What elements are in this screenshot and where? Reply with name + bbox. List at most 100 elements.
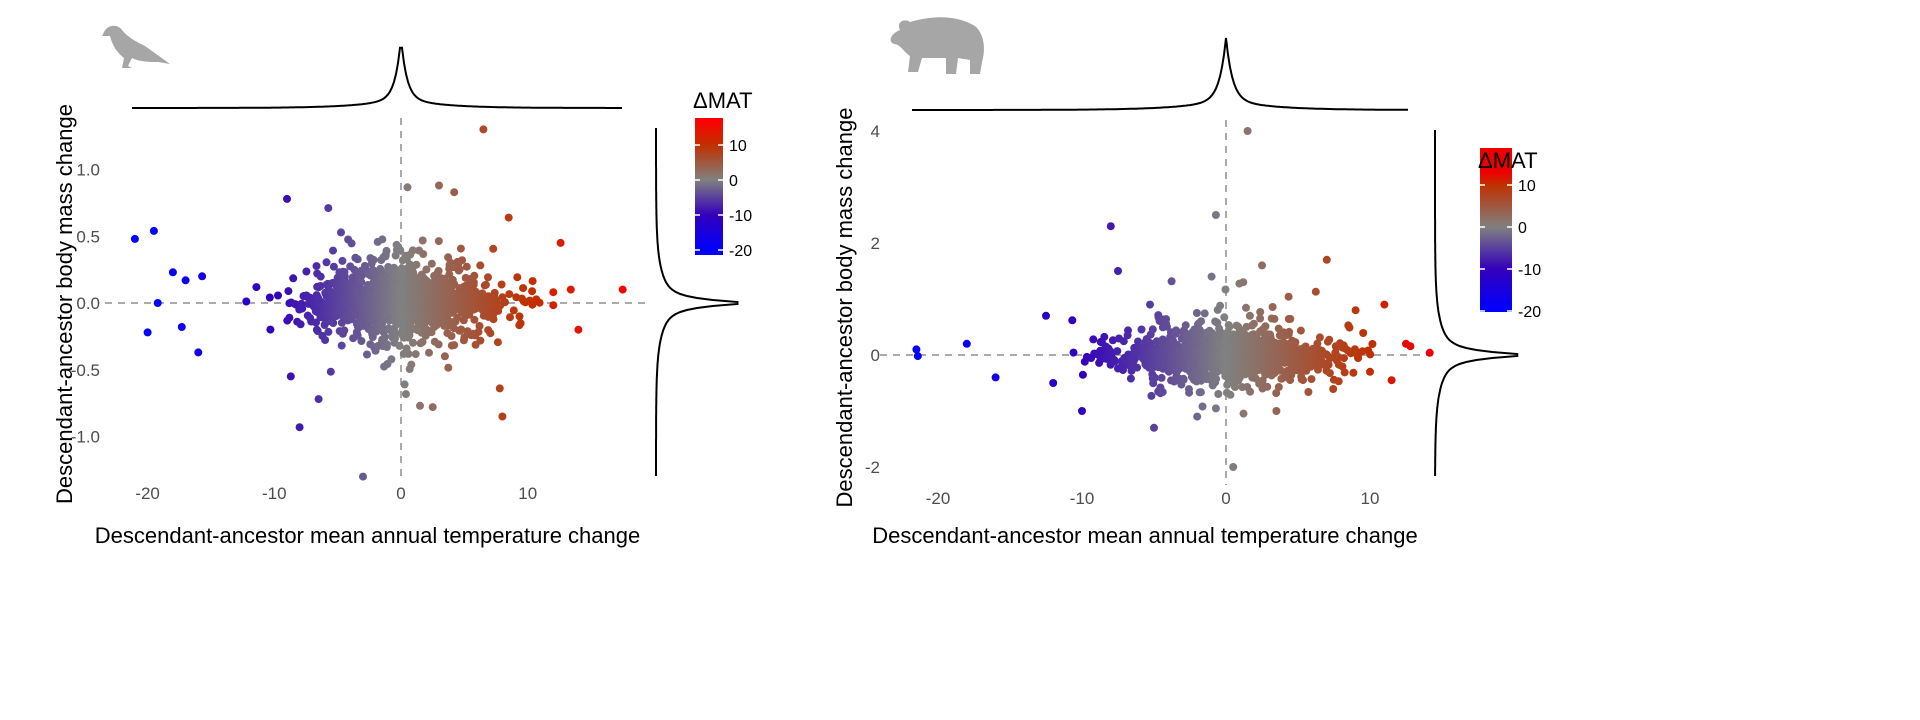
x-tick-label: -20 — [926, 489, 951, 508]
scatter-point — [400, 380, 409, 389]
x-axis-label: Descendant-ancestor mean annual temperat… — [95, 523, 640, 548]
scatter-point — [1213, 367, 1222, 376]
scatter-point — [1158, 388, 1167, 397]
scatter-point — [321, 336, 330, 344]
y-tick-label: 2 — [871, 234, 880, 253]
scatter-point — [252, 283, 261, 292]
scatter-point — [1239, 278, 1248, 287]
scatter-point — [1311, 287, 1320, 296]
scatter-point — [1119, 337, 1128, 346]
scatter-point — [130, 234, 139, 243]
scatter-point — [1150, 423, 1158, 432]
scatter-point — [302, 267, 311, 276]
x-tick-label: -10 — [1070, 489, 1095, 508]
scatter-point — [1173, 327, 1181, 336]
scatter-point — [1268, 303, 1277, 311]
legend-tick-label: 10 — [1518, 178, 1536, 195]
scatter-point — [143, 328, 152, 337]
scatter-point — [1331, 342, 1340, 351]
scatter-point — [1222, 366, 1231, 375]
scatter-point — [1148, 325, 1157, 334]
legend-title: ΔMAT — [693, 88, 753, 113]
scatter-point — [1216, 328, 1225, 337]
scatter-point — [1322, 366, 1331, 375]
scatter-point — [397, 310, 406, 319]
x-tick-label: -20 — [135, 484, 160, 503]
scatter-point — [498, 412, 507, 421]
scatter-point — [298, 304, 307, 313]
panel-birds: -20 -10 0 10-1.0-0.50.00.51.0Descendant-anc… — [52, 25, 753, 548]
scatter-point — [495, 384, 504, 393]
scatter-point — [440, 352, 449, 361]
scatter-point — [396, 246, 405, 255]
color-bar — [1480, 148, 1512, 312]
scatter-point — [403, 183, 412, 192]
scatter-point — [1223, 380, 1232, 389]
scatter-point — [1137, 325, 1146, 334]
scatter-point — [1157, 373, 1166, 382]
scatter-point — [459, 316, 468, 325]
scatter-point — [1315, 333, 1324, 342]
scatter-point — [1245, 311, 1254, 320]
legend-tick-label: -20 — [729, 243, 752, 260]
scatter-point — [326, 367, 335, 376]
scatter-point — [428, 403, 437, 412]
scatter-point — [391, 329, 400, 338]
scatter-point — [549, 288, 558, 297]
scatter-point — [430, 271, 439, 280]
scatter-point — [444, 253, 453, 262]
scatter-point — [463, 327, 472, 336]
scatter-point — [198, 272, 207, 281]
scatter-point — [476, 261, 485, 270]
scatter-point — [479, 125, 488, 134]
scatter-point — [314, 395, 323, 404]
scatter-point — [1193, 412, 1202, 421]
scatter-point — [443, 329, 452, 338]
scatter-point — [618, 285, 627, 294]
scatter-point — [376, 264, 385, 273]
scatter-point — [357, 277, 366, 286]
scatter-point — [353, 255, 362, 264]
scatter-point — [427, 259, 436, 268]
scatter-point — [991, 373, 1000, 382]
y-tick-label: 4 — [871, 122, 880, 141]
legend-title: ΔMAT — [1478, 148, 1538, 173]
scatter-point — [1162, 322, 1171, 331]
scatter-point — [1296, 326, 1305, 335]
scatter-point — [515, 312, 524, 321]
scatter-point — [1078, 370, 1087, 379]
scatter-point — [1220, 313, 1229, 322]
scatter-point — [1162, 315, 1171, 324]
scatter-point — [509, 306, 518, 315]
scatter-point — [456, 244, 465, 253]
scatter-point — [513, 273, 522, 282]
legend-tick-label: 10 — [729, 138, 747, 155]
scatter-point — [416, 401, 424, 410]
scatter-point — [425, 348, 433, 357]
scatter-point — [1126, 374, 1135, 383]
scatter-point — [1110, 357, 1119, 366]
scatter-point — [387, 355, 396, 364]
scatter-point — [322, 258, 331, 267]
scatter-point — [329, 319, 338, 327]
scatter-point — [528, 287, 537, 296]
scatter-point — [506, 313, 514, 322]
scatter-point — [1222, 329, 1231, 338]
scatter-point — [398, 256, 407, 265]
y-tick-label: -2 — [865, 458, 880, 477]
scatter-point — [411, 350, 420, 359]
scatter-point — [1068, 316, 1077, 325]
scatter-point — [1275, 331, 1284, 340]
scatter-point — [1349, 368, 1358, 377]
scatter-point — [1307, 375, 1316, 384]
scatter-point — [405, 365, 414, 373]
scatter-point — [1272, 407, 1281, 415]
scatter-point — [1425, 348, 1434, 357]
scatter-point — [1221, 354, 1230, 363]
x-tick-label: 10 — [518, 484, 537, 503]
scatter-point — [459, 336, 468, 345]
x-axis-label: Descendant-ancestor mean annual temperat… — [872, 523, 1417, 548]
scatter-point — [1192, 309, 1201, 317]
scatter-point — [1224, 321, 1233, 330]
